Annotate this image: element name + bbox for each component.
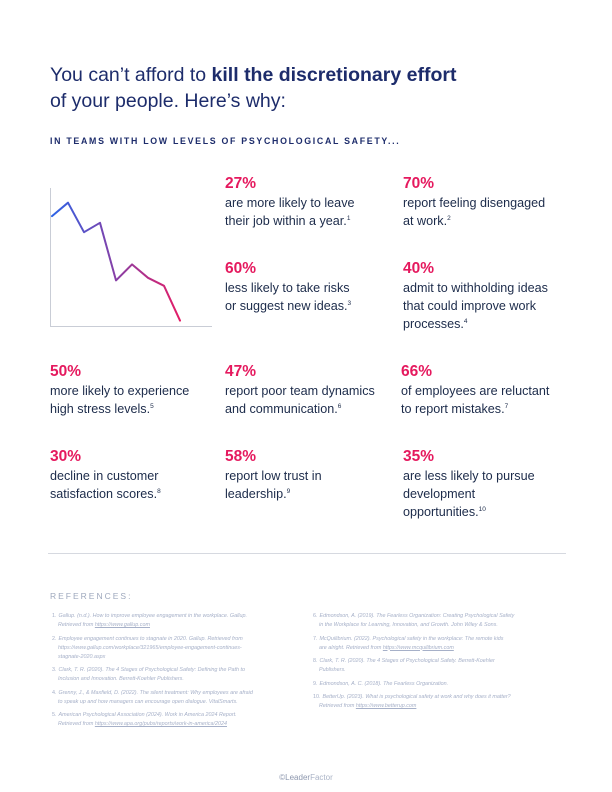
reference-number: 5.	[52, 712, 57, 718]
stat-description: are more likely to leave their job within…	[225, 196, 355, 228]
reference-text: Edmondson, A. C. (2018). The Fearless Or…	[319, 680, 449, 687]
headline-part1: You can’t afford to	[50, 64, 212, 86]
stat-description: decline in customer satisfaction scores.8	[50, 469, 161, 501]
section-subhead: IN TEAMS WITH LOW LEVELS OF PSYCHOLOGICA…	[50, 136, 401, 146]
stat-60: 60% less likely to take risks or suggest …	[225, 259, 400, 315]
references-title: REFERENCES:	[50, 591, 133, 601]
stat-description: report low trust in leadership.9	[225, 469, 322, 501]
footer-copyright: ©Leader	[279, 773, 311, 782]
stat-27: 27% are more likely to leave their job wi…	[225, 174, 400, 230]
stat-percent: 58%	[225, 448, 257, 465]
reference-item: 5. American Psychological Association (20…	[52, 711, 298, 729]
headline: You can’t afford to kill the discretiona…	[50, 62, 570, 114]
footer-brand-name: Factor	[310, 773, 333, 782]
reference-number: 2.	[52, 635, 57, 642]
stat-50: 50% more likely to experience high stress…	[50, 362, 225, 418]
reference-item: 8. Clark, T. R. (2020). The 4 Stages of P…	[313, 657, 559, 675]
reference-item: 4. Grenny, J., & Maxfield, D. (2022). The…	[52, 689, 298, 707]
reference-text: Publishers.	[319, 667, 346, 673]
stat-description: admit to withholding ideas that could imp…	[403, 281, 548, 331]
reference-item: 6. Edmondson, A. (2019). The Fearless Org…	[313, 612, 559, 630]
reference-text: Retrieved from	[58, 721, 95, 727]
stat-description: more likely to experience high stress lev…	[50, 384, 190, 416]
footer-brand: ©LeaderFactor	[0, 773, 612, 782]
reference-text: stagnate-2020.aspx	[58, 653, 106, 660]
reference-text: to speak up and how managers can encoura…	[58, 698, 238, 705]
reference-text: Retrieved from	[58, 622, 95, 628]
stat-35: 35% are less likely to pursue development…	[403, 447, 578, 521]
stat-percent: 60%	[225, 260, 257, 277]
reference-number: 8.	[313, 658, 318, 664]
reference-item: 2. Employee engagement continues to stagn…	[52, 635, 298, 662]
stat-description: are less likely to pursue development oppo…	[403, 469, 535, 519]
stat-description: report feeling disengaged at work.2	[403, 196, 546, 228]
reference-link[interactable]: https://www.apa.org/pubs/reports/work-in…	[94, 721, 227, 727]
stat-30: 30% decline in customer satisfaction scor…	[50, 447, 225, 503]
reference-text: Retrieved from	[319, 703, 356, 709]
reference-number: 7.	[313, 635, 318, 642]
headline-bold: kill the discretionary effort	[211, 64, 457, 86]
reference-text: Clark, T. R. (2020). The 4 Stages of Psy…	[319, 658, 495, 664]
stat-percent: 30%	[50, 448, 82, 465]
reference-text: in the Workplace for Learning, Innovatio…	[319, 622, 498, 628]
reference-number: 3.	[52, 667, 57, 673]
stat-percent: 50%	[50, 363, 82, 380]
stat-66: 66% of employees are reluctant to report …	[401, 362, 576, 418]
reference-link[interactable]: https://www.gallup.com	[94, 622, 150, 628]
stat-percent: 35%	[403, 448, 435, 465]
stat-58: 58% report low trust in leadership.9	[225, 447, 400, 503]
stat-percent: 47%	[225, 363, 257, 380]
reference-text: McQuilibrium. (2022). Psychological safe…	[319, 635, 504, 642]
stat-description: report poor team dynamics and communicati…	[225, 384, 375, 416]
reference-number: 1.	[52, 613, 57, 619]
stat-percent: 27%	[225, 175, 257, 192]
reference-number: 9.	[313, 680, 318, 687]
stat-description: of employees are reluctant to report mist…	[401, 384, 550, 416]
stat-47: 47% report poor team dynamics and communi…	[225, 362, 400, 418]
reference-item: 9. Edmondson, A. C. (2018). The Fearless …	[313, 680, 559, 689]
stat-40: 40% admit to withholding ideas that could…	[403, 259, 578, 333]
stat-percent: 66%	[401, 363, 433, 380]
reference-item: 3. Clark, T. R. (2020). The 4 Stages of P…	[52, 666, 298, 684]
reference-number: 4.	[52, 689, 57, 696]
decline-chart-svg	[50, 188, 212, 327]
reference-item: 1. Gallup. (n.d.). How to improve employe…	[52, 612, 298, 630]
chart-series-line	[51, 201, 181, 322]
stat-percent: 70%	[403, 175, 435, 192]
references-right-column: 6. Edmondson, A. (2019). The Fearless Org…	[313, 612, 559, 716]
section-divider	[48, 553, 566, 554]
reference-number: 10.	[313, 694, 321, 700]
reference-text: Inclusion and Innovation. Berrett-Koehle…	[58, 676, 184, 682]
stat-70: 70% report feeling disengaged at work.2	[403, 174, 578, 230]
references-left-column: 1. Gallup. (n.d.). How to improve employe…	[52, 612, 298, 734]
reference-text: Edmondson, A. (2019). The Fearless Organ…	[319, 613, 515, 619]
reference-text: American Psychological Association (2024…	[58, 712, 237, 718]
reference-item: 10. BetterUp. (2023). What is psychologic…	[313, 693, 559, 711]
reference-text: https://www.gallup.com/workplace/321965/…	[58, 644, 242, 651]
stat-description: less likely to take risks or suggest new …	[225, 281, 352, 313]
reference-text: Clark, T. R. (2020). The 4 Stages of Psy…	[58, 667, 245, 673]
headline-part2: of your people. Here’s why:	[50, 90, 286, 112]
reference-text: Grenny, J., & Maxfield, D. (2022). The s…	[58, 689, 253, 696]
reference-text: are alright. Retrieved from	[319, 644, 383, 651]
reference-text: Employee engagement continues to stagnat…	[58, 635, 243, 642]
reference-text: Gallup. (n.d.). How to improve employee …	[58, 613, 247, 619]
reference-item: 7. McQuilibrium. (2022). Psychological sa…	[313, 635, 559, 653]
reference-link[interactable]: https://www.mcquilibrium.com	[382, 644, 454, 651]
reference-number: 6.	[313, 613, 318, 619]
stat-percent: 40%	[403, 260, 435, 277]
decline-chart	[50, 188, 212, 328]
reference-text: BetterUp. (2023). What is psychological …	[322, 694, 511, 700]
reference-link[interactable]: https://www.betterup.com	[355, 703, 417, 709]
